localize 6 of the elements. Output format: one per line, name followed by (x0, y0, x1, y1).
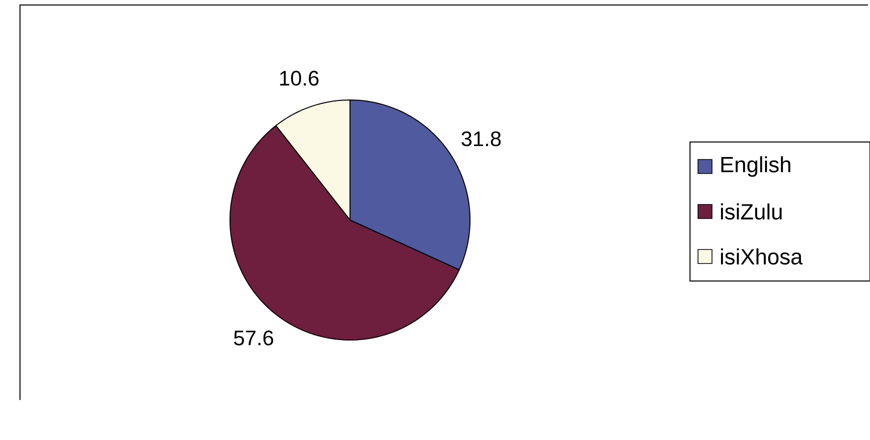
legend-label: isiZulu (721, 203, 782, 220)
data-label: 31.8 (462, 131, 501, 146)
data-label: 57.6 (234, 330, 274, 346)
legend-label: isiXhosa (721, 248, 803, 265)
legend-label: English (721, 156, 790, 177)
data-label: 10.6 (280, 70, 319, 86)
